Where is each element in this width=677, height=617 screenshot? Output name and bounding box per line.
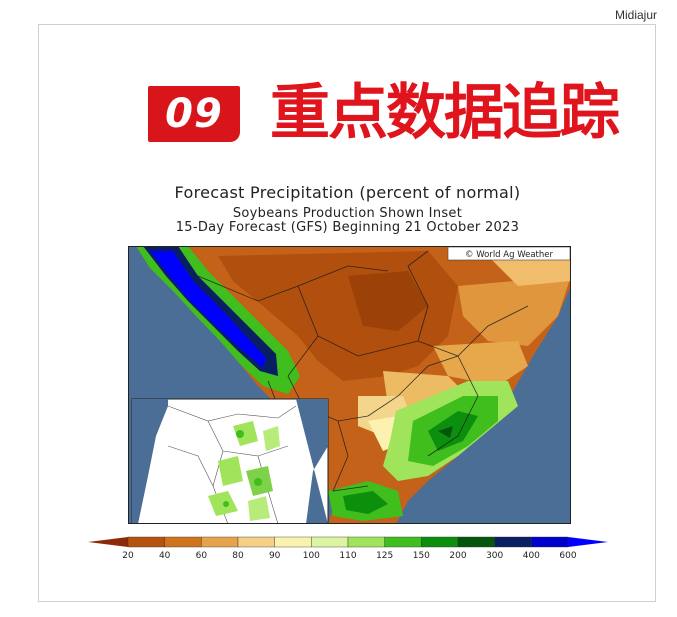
colorbar-segment: [201, 536, 239, 548]
precipitation-map: © World Ag Weather: [128, 246, 571, 524]
colorbar-tick-label: 400: [523, 551, 540, 560]
colorbar-segment: [457, 536, 495, 548]
colorbar-segment: [164, 536, 202, 548]
colorbar-segment: [274, 536, 312, 548]
soybean-production-inset: [131, 398, 329, 524]
colorbar-tick-label: 600: [559, 551, 576, 560]
headline: 重点数据追踪: [270, 78, 620, 148]
colorbar-segment: [237, 536, 275, 548]
map-credit: © World Ag Weather: [465, 250, 553, 260]
colorbar-tick-label: 90: [269, 551, 281, 560]
colorbar-segment: [384, 536, 422, 548]
colorbar-segment: [127, 536, 165, 548]
precipitation-colorbar: 20 40 60 80 90 100 110 125 150 200 300 400 600: [88, 536, 608, 560]
forecast-subtitle: Soybeans Production Shown Inset: [232, 206, 463, 221]
colorbar-segment: [531, 536, 569, 548]
source-label: Midiajur: [614, 8, 657, 22]
forecast-period: 15-Day Forecast (GFS) Beginning 21 Octob…: [175, 220, 520, 235]
colorbar-segment: [421, 536, 459, 548]
colorbar-tick-label: 110: [339, 551, 356, 560]
badge-number: 09: [165, 91, 223, 137]
colorbar-tick-label: 20: [122, 551, 134, 560]
colorbar-tick-label: 100: [303, 551, 320, 560]
colorbar-tick-label: 80: [232, 551, 244, 560]
colorbar-tick-label: 150: [413, 551, 430, 560]
colorbar-tick-label: 200: [449, 551, 466, 560]
colorbar-arrow-low: [88, 537, 128, 547]
colorbar-segment: [311, 536, 349, 548]
colorbar-segment: [494, 536, 532, 548]
colorbar-tick-label: 125: [376, 551, 393, 560]
colorbar-arrow-high: [568, 537, 608, 547]
soybean-areas: [208, 421, 280, 521]
section-number-badge: 09: [148, 86, 240, 142]
colorbar-tick-label: 60: [196, 551, 208, 560]
colorbar-segment: [347, 536, 385, 548]
colorbar-tick-label: 40: [159, 551, 171, 560]
colorbar-tick-label: 300: [486, 551, 503, 560]
forecast-title: Forecast Precipitation (percent of norma…: [174, 183, 521, 202]
